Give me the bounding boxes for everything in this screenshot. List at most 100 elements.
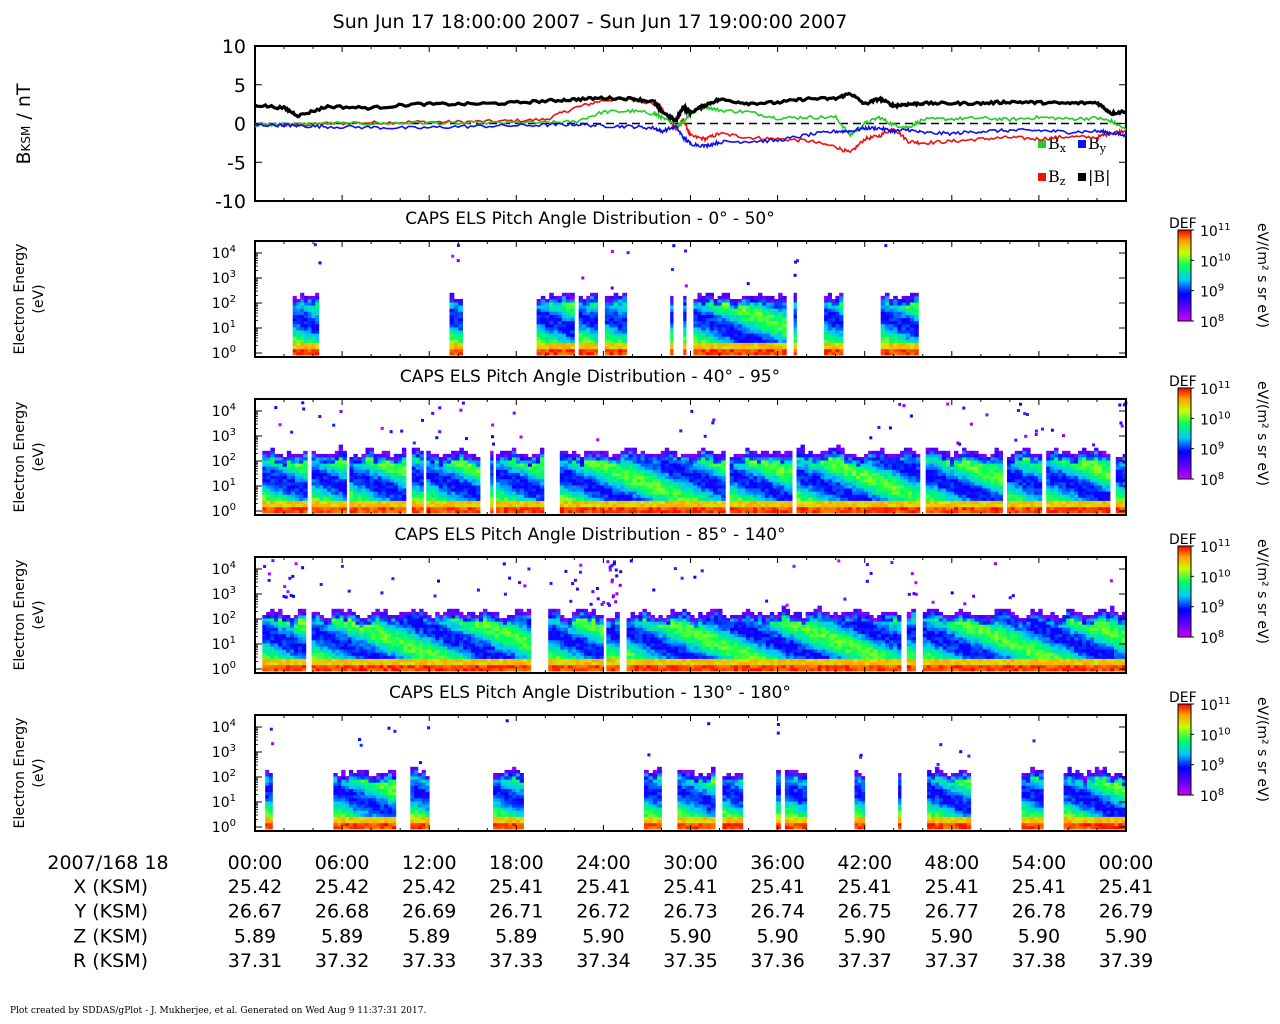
spectrogram-cell (900, 472, 905, 477)
spectrogram-cell (570, 351, 575, 356)
spectrogram-cell (990, 485, 995, 489)
spectrogram-cell (578, 348, 583, 353)
spectrogram-cell (831, 323, 836, 328)
spectrogram-cell (784, 481, 789, 486)
spectrogram-cell (889, 342, 894, 347)
spectrogram-cell (471, 457, 477, 461)
spectrogram-cell (578, 333, 583, 337)
spectrogram-cell (536, 305, 542, 309)
spectrogram-cell (1018, 509, 1023, 514)
spectrogram-cell (463, 497, 468, 501)
spectrogram-cell (933, 447, 939, 452)
spectrogram-cell (884, 330, 890, 334)
spectrogram-cell (816, 469, 821, 473)
spectrogram-cell (816, 506, 821, 511)
spectrogram-cell (782, 323, 787, 328)
spectrogram-cell (636, 506, 641, 511)
spectrogram-cell (990, 488, 995, 492)
spectrogram-cell (982, 457, 987, 461)
spectrogram-cell (1022, 485, 1027, 489)
spectrogram-cell (319, 503, 324, 508)
spectrogram-cell (628, 450, 633, 455)
spectrogram-cell (664, 494, 670, 498)
spectrogram-cell (624, 457, 629, 461)
spectrogram-cell (994, 475, 999, 480)
spectrogram-cell (962, 491, 967, 495)
spectrogram-cell (592, 469, 597, 473)
spectrogram-cell (270, 450, 275, 455)
spectrogram-cell (749, 481, 754, 486)
spectrogram-cell (741, 472, 746, 477)
spectrogram-cell (620, 509, 625, 514)
spectrogram-cell (868, 491, 873, 495)
spectrogram-cell (709, 463, 714, 467)
spectrogram-cell (774, 342, 779, 347)
spectrogram-cell (793, 320, 797, 325)
spectrogram-cell (668, 478, 674, 483)
spectrogram-cell (576, 485, 581, 489)
spectrogram-cell (500, 494, 505, 498)
spectrogram-cell (397, 509, 403, 514)
spectrogram-cell (303, 469, 308, 473)
spectrogram-cell (296, 302, 301, 306)
spectrogram-cell (535, 488, 541, 492)
legend-label-bmag: |B| (1088, 167, 1111, 186)
spectrogram-cell (812, 466, 817, 470)
spectrogram-cell (511, 472, 517, 477)
spectrogram-cell (419, 450, 424, 455)
spectrogram-cell (438, 509, 444, 514)
spectrogram-cell (788, 457, 793, 461)
spectrogram-cell (540, 314, 546, 319)
spectrogram-cell (334, 500, 340, 505)
spectrogram-cell (315, 339, 320, 343)
spectrogram-cell (994, 491, 999, 495)
spectrogram-cell (511, 488, 517, 492)
spectrogram-cell (1014, 469, 1019, 473)
spectrogram-cell (697, 314, 702, 319)
spectrogram-cell (572, 453, 577, 458)
spectrogram-cell (768, 463, 773, 467)
spectrogram-cell (282, 463, 288, 467)
spectrogram-cell (721, 494, 726, 498)
spectrogram-cell (519, 466, 525, 470)
spectrogram-cell (994, 453, 999, 458)
spectrogram-cell (299, 453, 304, 458)
spectrogram-cell (373, 463, 378, 467)
spectrogram-cell (1022, 478, 1027, 483)
spectrogram-cell (816, 485, 821, 489)
spectrogram-cell (373, 475, 378, 480)
spectrogram-cell (697, 475, 702, 480)
spectrogram-cell (741, 348, 747, 353)
spectrogram-cell (451, 503, 456, 508)
spectrogram-cell (864, 472, 869, 477)
spectrogram-cell (292, 327, 297, 331)
spectrogram-cell (828, 463, 833, 467)
spectrogram-cell (508, 453, 513, 458)
spectrogram-cell (381, 463, 387, 467)
spectrogram-cell (331, 485, 336, 489)
spectrogram-cell (889, 330, 894, 334)
spectrogram-cell (709, 497, 714, 501)
spectrogram-cell (290, 457, 296, 461)
spectrogram-cell (884, 305, 890, 309)
spectrogram-cell (567, 506, 573, 511)
spectrogram-cell (950, 469, 955, 473)
spectrogram-cell (1018, 485, 1023, 489)
spectrogram-cell (570, 345, 575, 350)
spectrogram-cell (774, 299, 779, 303)
spectrogram-cell (622, 299, 628, 303)
spectrogram-cell (307, 345, 312, 350)
spectrogram-cell (745, 503, 750, 508)
spectrogram-cell (962, 457, 967, 461)
spectrogram-cell (713, 330, 718, 334)
spectrogram-cell (385, 500, 391, 505)
spectrogram-cell (764, 469, 770, 473)
spectrogram-cell (812, 453, 817, 458)
spectrogram-cell (844, 494, 849, 498)
spectrogram-cell (796, 503, 801, 508)
spectrogram-cell (561, 345, 567, 350)
spectrogram-cell (768, 460, 773, 464)
spectrogram-cell (713, 323, 718, 328)
spectrogram-cell (784, 494, 789, 498)
spectrogram-cell (778, 299, 783, 303)
